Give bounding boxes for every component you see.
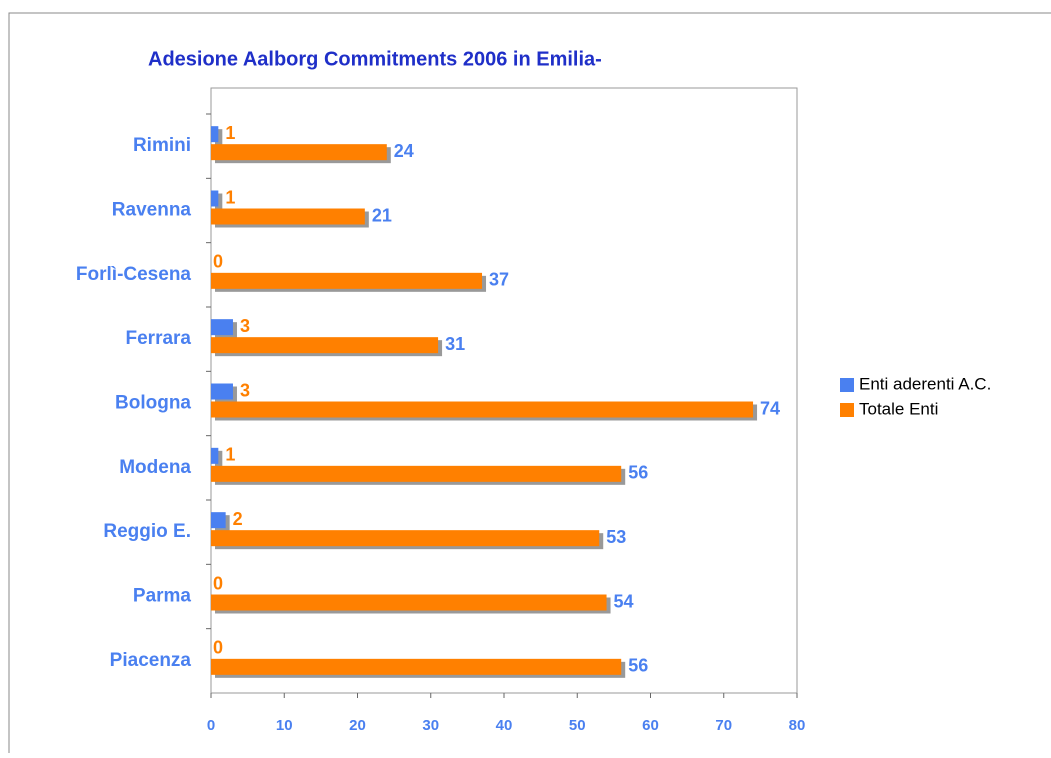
x-tick-label: 20 — [349, 717, 366, 734]
x-tick-label: 30 — [422, 717, 439, 734]
x-tick-label: 40 — [496, 717, 513, 734]
bar — [211, 512, 226, 529]
value-label: 3 — [240, 380, 250, 400]
value-label: 1 — [225, 445, 235, 465]
bar — [211, 658, 622, 675]
frame — [8, 12, 1051, 758]
bar — [211, 401, 754, 418]
bar — [211, 594, 607, 611]
bar-shadow — [215, 450, 223, 467]
legend-label: Totale Enti — [859, 399, 938, 418]
bar — [211, 383, 233, 400]
value-label: 0 — [213, 638, 223, 658]
y-tick-label: Bologna — [115, 393, 191, 414]
bar — [211, 144, 387, 161]
x-tick-label: 60 — [642, 717, 659, 734]
value-label: 2 — [233, 509, 243, 529]
y-tick-label: Ravenna — [112, 200, 192, 221]
value-label: 74 — [760, 398, 780, 418]
y-tick-label: Ferrara — [126, 328, 192, 349]
value-label: 1 — [225, 187, 235, 207]
value-label: 24 — [394, 141, 414, 161]
value-label: 0 — [213, 252, 223, 272]
x-tick-label: 0 — [207, 717, 215, 734]
x-tick-label: 70 — [715, 717, 732, 734]
value-label: 1 — [225, 123, 235, 143]
value-label: 3 — [240, 316, 250, 336]
y-tick-label: Piacenza — [110, 650, 192, 671]
value-label: 21 — [372, 205, 392, 225]
bar — [211, 447, 219, 464]
x-tick-label: 80 — [789, 717, 806, 734]
value-label: 56 — [628, 463, 648, 483]
value-label: 31 — [445, 334, 465, 354]
value-label: 56 — [628, 656, 648, 676]
y-tick-label: Rimini — [133, 135, 191, 156]
y-tick-label: Parma — [133, 586, 192, 607]
bar-shadow — [215, 129, 223, 146]
value-label: 0 — [213, 573, 223, 593]
legend-swatch — [840, 403, 854, 417]
value-label: 53 — [606, 527, 626, 547]
y-tick-label: Forlì-Cesena — [76, 264, 192, 285]
bar — [211, 190, 219, 207]
x-tick-label: 50 — [569, 717, 586, 734]
bar — [211, 319, 233, 336]
bar — [211, 530, 600, 547]
value-label: 37 — [489, 270, 509, 290]
y-tick-label: Modena — [119, 457, 191, 478]
value-label: 54 — [614, 591, 634, 611]
bar — [211, 272, 483, 289]
chart-title: Adesione Aalborg Commitments 2006 in Emi… — [148, 48, 602, 70]
y-tick-label: Reggio E. — [103, 521, 191, 542]
legend-swatch — [840, 378, 854, 392]
x-tick-label: 10 — [276, 717, 293, 734]
bar — [211, 465, 622, 482]
bar — [211, 126, 219, 143]
bar — [211, 208, 365, 225]
legend-label: Enti aderenti A.C. — [859, 374, 991, 393]
bar — [211, 337, 439, 354]
bar-shadow — [215, 193, 223, 210]
